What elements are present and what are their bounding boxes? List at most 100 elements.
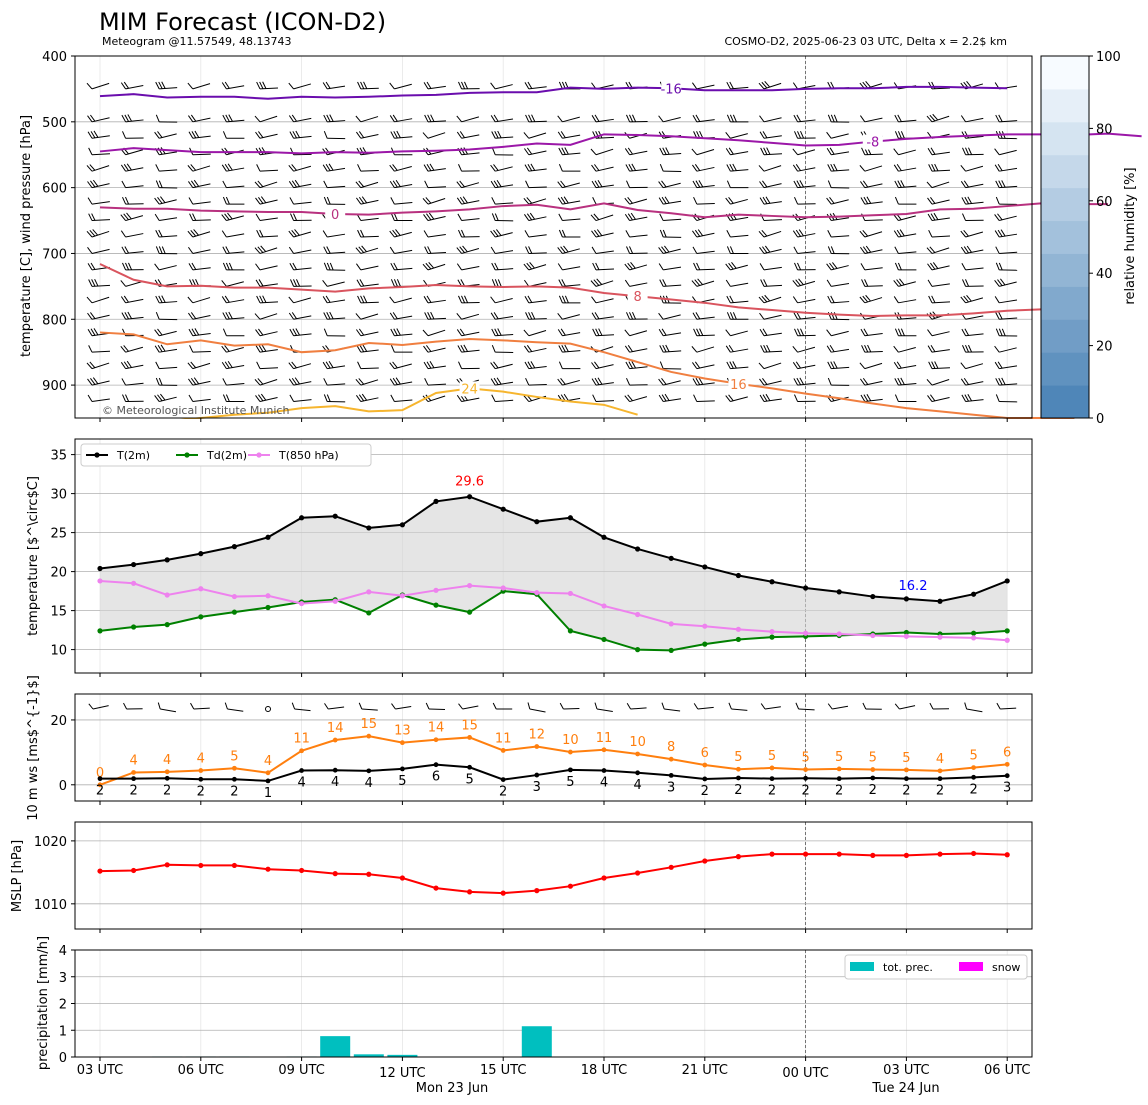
data-point <box>332 767 338 773</box>
wind-barb <box>726 81 749 90</box>
wind-barb <box>356 344 379 353</box>
data-point <box>971 630 977 636</box>
wind-barb <box>961 196 984 205</box>
wind-barb <box>859 294 883 304</box>
data-point <box>232 765 237 771</box>
data-label: 10 <box>562 733 579 748</box>
y-tick-label: 1020 <box>34 835 67 850</box>
wind-barb <box>927 394 950 403</box>
data-point <box>769 634 775 640</box>
wind-barb <box>692 164 715 172</box>
wind-barb <box>389 114 413 123</box>
wind-barb <box>592 328 615 337</box>
series-line <box>99 735 1008 786</box>
data-label: 2 <box>96 784 104 799</box>
data-point <box>803 775 808 781</box>
wind-barb <box>995 312 1018 320</box>
wind-barb <box>693 703 714 710</box>
wind-barb <box>121 378 144 386</box>
wind-barb <box>962 344 984 353</box>
data-point <box>601 534 607 540</box>
wind-barb <box>859 165 883 172</box>
data-point <box>164 862 170 868</box>
wind-barb <box>423 361 446 370</box>
wind-barb <box>188 114 211 123</box>
wind-barb <box>290 279 312 287</box>
wind-barb <box>424 180 447 189</box>
data-label: 4 <box>264 754 272 769</box>
colorbar-tick-label: 100 <box>1096 50 1121 65</box>
wind-barb <box>456 245 480 254</box>
wind-barb <box>994 164 1018 172</box>
wind-barb <box>826 329 849 337</box>
wind-barb <box>88 703 109 710</box>
wind-barb <box>523 132 547 139</box>
wind-barb <box>221 147 244 156</box>
wind-barb <box>994 278 1017 287</box>
wind-barb <box>692 82 715 90</box>
data-point <box>366 525 372 531</box>
wind-barb <box>523 197 547 205</box>
data-point <box>534 772 540 778</box>
wind-barb <box>792 278 816 287</box>
data-point <box>735 572 742 579</box>
data-label: 5 <box>902 751 910 766</box>
legend-entry: T(850 hPa) <box>278 449 339 462</box>
wind-barb <box>590 148 614 156</box>
wind-barb <box>794 394 816 403</box>
wind-barb <box>87 312 110 320</box>
data-point <box>164 775 170 781</box>
wind-barb <box>224 702 244 712</box>
wind-barb <box>960 294 984 304</box>
y-tick-label: 15 <box>50 605 67 620</box>
wind-barb <box>626 312 648 320</box>
data-point <box>1004 628 1010 634</box>
wind-barb <box>188 197 211 205</box>
data-point <box>198 768 204 773</box>
data-point <box>500 748 506 753</box>
wind-barb <box>457 213 480 222</box>
wind-barb <box>725 279 749 287</box>
wind-barb <box>827 295 850 304</box>
wind-barb <box>996 702 1017 710</box>
isotherm-line <box>99 263 1075 317</box>
data-label: 6 <box>432 770 440 785</box>
data-label: 5 <box>734 750 742 765</box>
calm-marker <box>265 706 271 712</box>
wind-barb <box>794 328 816 337</box>
wind-barb <box>995 114 1018 123</box>
wind-barb <box>221 81 245 90</box>
y-tick-label: 600 <box>42 182 67 197</box>
wind-barb <box>693 262 715 271</box>
date-label-mon: Mon 23 Jun <box>416 1081 489 1096</box>
wind-barb <box>288 114 312 123</box>
wind-barb <box>626 702 647 710</box>
wind-barb <box>322 147 345 156</box>
wind-barb <box>960 115 984 123</box>
data-point <box>433 602 439 608</box>
wind-barb <box>591 180 614 189</box>
wind-barb <box>624 262 648 271</box>
wind-barb <box>288 312 312 320</box>
data-label: 2 <box>129 784 137 799</box>
data-label: 2 <box>801 783 809 798</box>
wind-barb <box>221 295 245 304</box>
wind-barb <box>961 328 984 337</box>
wind-barb <box>758 230 782 238</box>
data-label: 12 <box>529 728 546 743</box>
wind-barb <box>87 262 110 271</box>
data-point <box>1004 852 1010 858</box>
data-point <box>635 870 641 876</box>
wind-barb <box>288 179 312 189</box>
wind-barb <box>424 246 447 254</box>
wind-barb <box>288 361 312 370</box>
data-point <box>870 852 876 858</box>
wind-barb <box>793 180 816 189</box>
wind-barb <box>557 263 581 271</box>
wind-barb <box>323 394 346 403</box>
wind-barb <box>792 229 816 238</box>
wind-barb <box>893 148 916 156</box>
data-label: 10 <box>629 735 646 750</box>
